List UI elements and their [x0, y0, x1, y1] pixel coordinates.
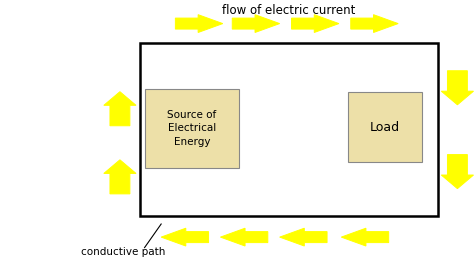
FancyArrow shape: [292, 15, 339, 32]
FancyArrow shape: [104, 160, 136, 194]
Text: Source of
Electrical
Energy: Source of Electrical Energy: [167, 110, 217, 146]
FancyArrow shape: [280, 228, 327, 246]
FancyArrow shape: [104, 92, 136, 126]
FancyArrow shape: [351, 15, 398, 32]
Text: Load: Load: [370, 121, 400, 134]
FancyArrow shape: [441, 155, 474, 189]
FancyBboxPatch shape: [145, 89, 239, 168]
Text: flow of electric current: flow of electric current: [222, 4, 356, 17]
FancyArrow shape: [232, 15, 280, 32]
FancyArrow shape: [175, 15, 223, 32]
FancyArrow shape: [441, 71, 474, 105]
FancyArrow shape: [341, 228, 389, 246]
Bar: [140, 43, 438, 216]
FancyBboxPatch shape: [348, 92, 422, 162]
FancyArrow shape: [220, 228, 268, 246]
Text: conductive path: conductive path: [81, 247, 165, 256]
FancyArrow shape: [161, 228, 209, 246]
